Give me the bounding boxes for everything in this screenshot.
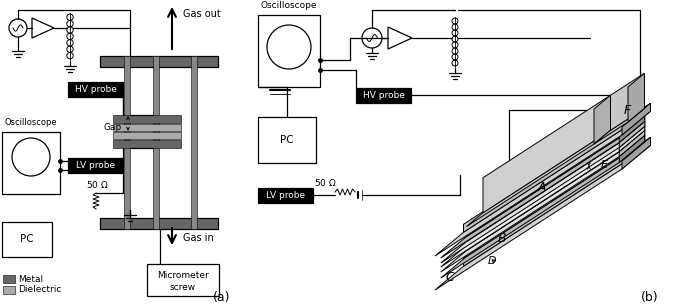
- Bar: [68, 82, 123, 97]
- Polygon shape: [628, 73, 645, 122]
- Bar: [100, 56, 218, 67]
- Text: Gas in: Gas in: [183, 233, 214, 243]
- Polygon shape: [594, 108, 645, 144]
- Text: Metal: Metal: [18, 274, 43, 283]
- Polygon shape: [466, 130, 610, 226]
- Bar: [100, 218, 218, 229]
- Text: B: B: [498, 232, 506, 245]
- Polygon shape: [441, 121, 645, 258]
- Text: LV probe: LV probe: [76, 161, 115, 170]
- Polygon shape: [622, 103, 650, 135]
- Bar: [124, 56, 130, 229]
- Text: (a): (a): [214, 291, 231, 305]
- Text: Oscilloscope: Oscilloscope: [261, 1, 317, 10]
- Polygon shape: [619, 121, 645, 148]
- Bar: [258, 117, 316, 163]
- Polygon shape: [441, 135, 645, 272]
- Text: Oscilloscope: Oscilloscope: [5, 118, 58, 127]
- Bar: [3, 275, 15, 283]
- Bar: [3, 286, 15, 294]
- Text: D: D: [488, 256, 497, 266]
- Polygon shape: [619, 130, 645, 156]
- Polygon shape: [466, 130, 645, 251]
- Text: LV probe: LV probe: [266, 191, 305, 200]
- Polygon shape: [464, 137, 650, 266]
- Polygon shape: [466, 115, 645, 237]
- Polygon shape: [483, 95, 610, 213]
- Polygon shape: [619, 135, 645, 163]
- Polygon shape: [435, 111, 650, 256]
- Polygon shape: [435, 145, 650, 290]
- Bar: [113, 132, 181, 139]
- Bar: [258, 188, 313, 203]
- Bar: [2, 222, 52, 257]
- Polygon shape: [441, 141, 645, 278]
- Bar: [147, 264, 219, 296]
- Text: A: A: [538, 181, 546, 194]
- Text: (b): (b): [641, 291, 659, 305]
- Text: F: F: [624, 104, 631, 117]
- Bar: [2, 132, 60, 194]
- Bar: [113, 124, 181, 131]
- Text: Micrometer: Micrometer: [157, 271, 209, 281]
- Polygon shape: [464, 103, 650, 232]
- Polygon shape: [466, 121, 645, 242]
- Polygon shape: [466, 135, 645, 257]
- Bar: [191, 56, 197, 229]
- Polygon shape: [619, 115, 645, 143]
- Text: Dielectric: Dielectric: [18, 286, 62, 294]
- Bar: [113, 140, 181, 148]
- Polygon shape: [610, 73, 645, 130]
- Bar: [153, 56, 159, 229]
- Bar: [113, 115, 181, 123]
- Text: HV probe: HV probe: [75, 85, 117, 94]
- Polygon shape: [441, 126, 645, 263]
- Text: PC: PC: [20, 234, 34, 244]
- Polygon shape: [619, 126, 645, 152]
- Text: Gap: Gap: [104, 123, 122, 132]
- Text: C: C: [445, 271, 454, 284]
- Text: 50 $\Omega$: 50 $\Omega$: [314, 177, 336, 188]
- Text: PC: PC: [280, 135, 294, 145]
- Text: E: E: [601, 160, 608, 169]
- Text: Gas out: Gas out: [183, 9, 221, 19]
- Text: HV probe: HV probe: [363, 91, 405, 100]
- Polygon shape: [466, 126, 645, 246]
- Polygon shape: [594, 95, 610, 144]
- Polygon shape: [622, 137, 650, 169]
- Bar: [68, 158, 123, 173]
- Bar: [356, 88, 411, 103]
- Bar: [258, 15, 320, 87]
- Polygon shape: [441, 130, 645, 267]
- Text: 50 $\Omega$: 50 $\Omega$: [86, 180, 108, 191]
- Text: screw: screw: [170, 282, 196, 291]
